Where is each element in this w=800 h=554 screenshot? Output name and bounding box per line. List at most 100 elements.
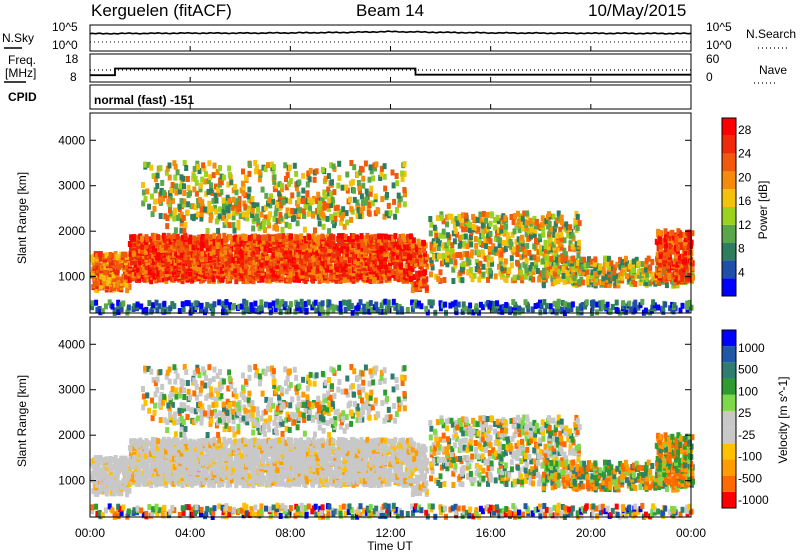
power-cell bbox=[549, 256, 554, 262]
power-cell bbox=[532, 254, 537, 261]
power-cell bbox=[510, 231, 515, 238]
power-cell bbox=[491, 249, 496, 256]
power-cell bbox=[338, 208, 343, 215]
power-cell bbox=[667, 259, 672, 266]
power-cell bbox=[442, 232, 447, 239]
power-cell bbox=[483, 255, 488, 262]
power-cell bbox=[360, 166, 365, 173]
power-cell bbox=[271, 235, 276, 242]
power-cell bbox=[544, 217, 549, 224]
power-cell bbox=[351, 270, 356, 277]
power-cell bbox=[247, 251, 252, 257]
power-cell bbox=[548, 266, 553, 272]
power-cell bbox=[645, 271, 650, 278]
power-cell bbox=[227, 172, 232, 178]
power-cell bbox=[301, 208, 306, 215]
power-cell bbox=[631, 267, 636, 273]
power-cell bbox=[529, 254, 534, 261]
power-cell bbox=[375, 242, 380, 249]
power-cell bbox=[655, 251, 660, 258]
power-cell bbox=[219, 250, 224, 257]
power-cell bbox=[233, 267, 238, 274]
power-cell bbox=[283, 162, 288, 169]
date-title: 10/May/2015 bbox=[588, 1, 686, 20]
power-cell bbox=[558, 226, 563, 233]
power-cell bbox=[209, 245, 214, 252]
power-cell bbox=[204, 171, 208, 178]
power-cell bbox=[183, 221, 188, 228]
power-cell bbox=[262, 234, 267, 241]
power-cell bbox=[361, 175, 366, 182]
power-cell bbox=[687, 272, 692, 279]
power-cell bbox=[307, 251, 311, 258]
power-cell bbox=[464, 212, 469, 219]
power-cell bbox=[458, 269, 463, 276]
power-cell bbox=[519, 269, 524, 276]
power-cell bbox=[241, 168, 245, 175]
power-cell bbox=[193, 204, 198, 211]
power-cell bbox=[674, 256, 678, 263]
power-cell bbox=[576, 243, 581, 250]
power-cell bbox=[556, 237, 561, 244]
power-cell bbox=[556, 210, 561, 217]
power-cell bbox=[344, 184, 349, 191]
power-cell bbox=[284, 251, 289, 258]
power-cell bbox=[275, 217, 280, 224]
power-cell bbox=[179, 203, 184, 210]
power-cell bbox=[306, 247, 310, 254]
power-cell bbox=[141, 189, 146, 196]
power-cell bbox=[277, 190, 282, 197]
power-cell bbox=[182, 227, 187, 234]
power-cell bbox=[229, 273, 234, 280]
power-cell bbox=[317, 260, 322, 267]
power-cell bbox=[184, 249, 189, 256]
power-cell bbox=[551, 213, 556, 220]
power-cell bbox=[344, 261, 349, 268]
power-cell bbox=[281, 233, 286, 240]
power-cell bbox=[153, 187, 158, 194]
power-cell bbox=[480, 222, 485, 229]
power-colorbar-label: Power [dB] bbox=[756, 181, 770, 240]
power-cell bbox=[633, 281, 638, 287]
power-cell bbox=[167, 247, 172, 254]
power-cell bbox=[591, 299, 596, 306]
power-cell bbox=[275, 272, 280, 279]
power-cell bbox=[612, 275, 617, 282]
power-cell bbox=[414, 285, 419, 292]
power-cell bbox=[113, 281, 118, 288]
freq-label-1: Freq. bbox=[8, 53, 36, 67]
power-cell bbox=[468, 221, 473, 228]
power-cell bbox=[284, 248, 289, 255]
power-cell bbox=[595, 309, 600, 316]
power-cell bbox=[143, 196, 148, 202]
power-cell bbox=[187, 261, 192, 268]
power-cell bbox=[289, 269, 294, 276]
power-cell bbox=[462, 240, 467, 247]
power-cell bbox=[241, 190, 246, 197]
power-cell bbox=[678, 236, 683, 243]
power-cell bbox=[468, 266, 473, 273]
power-cell bbox=[445, 214, 449, 221]
freq-panel: Freq. [MHz] 18 8 60 0 Nave bbox=[4, 52, 787, 84]
power-cell bbox=[667, 274, 672, 280]
power-cell bbox=[219, 173, 224, 180]
power-cell bbox=[392, 198, 397, 205]
power-cell bbox=[250, 207, 255, 214]
power-cell bbox=[265, 265, 270, 272]
power-cell bbox=[671, 246, 676, 253]
power-cell bbox=[244, 268, 249, 275]
power-cell bbox=[268, 202, 273, 209]
power-cell bbox=[233, 199, 238, 206]
power-cell bbox=[159, 270, 164, 277]
power-cell bbox=[451, 266, 456, 273]
power-cell bbox=[559, 244, 564, 251]
power-cell bbox=[289, 233, 293, 240]
power-colorbar-swatch bbox=[722, 260, 736, 279]
power-cell bbox=[221, 262, 226, 268]
power-cell bbox=[654, 238, 659, 245]
power-cell bbox=[155, 240, 160, 247]
power-cell bbox=[220, 266, 225, 273]
power-cell bbox=[677, 253, 682, 260]
power-cell bbox=[196, 211, 200, 218]
